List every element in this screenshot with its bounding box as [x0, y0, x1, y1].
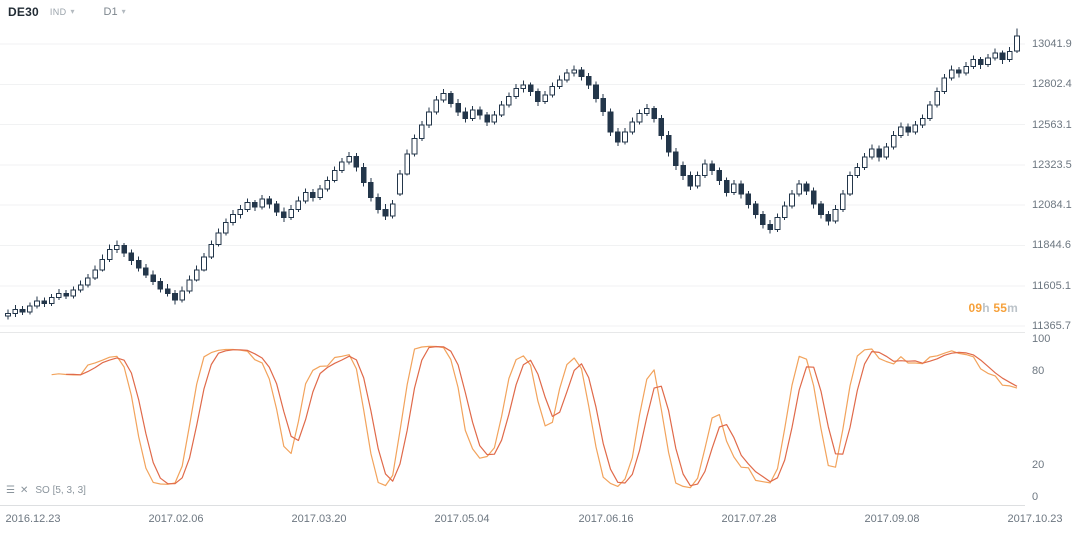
countdown-minutes-unit: m — [1007, 301, 1018, 315]
candlestick-series — [5, 28, 1020, 320]
price-gridlines — [0, 43, 1025, 327]
countdown-minutes: 55 — [993, 301, 1008, 315]
countdown-hours: 09 — [968, 301, 983, 315]
date-axis-label: 2017.06.16 — [578, 513, 634, 525]
date-axis-label: 2017.07.28 — [721, 513, 777, 525]
price-axis-label: 11605.1 — [1032, 280, 1071, 292]
date-axis-label: 2017.09.08 — [864, 513, 920, 525]
price-axis-label: 12323.5 — [1032, 159, 1072, 171]
indicator-axis-label: 100 — [1032, 333, 1051, 345]
indicator-axis-label: 0 — [1032, 491, 1039, 503]
price-chart-canvas[interactable] — [0, 0, 1025, 332]
price-axis-label: 13041.9 — [1032, 38, 1072, 50]
panel-divider — [0, 332, 1088, 333]
indicator-label: SO [5, 3, 3] — [35, 485, 86, 496]
candle-countdown: 09h 55m — [969, 301, 1018, 315]
price-axis[interactable]: 13041.9 12802.4 12563.1 12323.5 12084.1 11844… — [1025, 0, 1088, 537]
date-axis-label: 2017.02.06 — [148, 513, 204, 525]
date-axis-label: 2017.05.04 — [434, 513, 490, 525]
axis-divider — [0, 505, 1088, 506]
price-axis-label: 12563.1 — [1032, 119, 1072, 131]
date-axis-label: 2017.03.20 — [291, 513, 347, 525]
price-axis-label: 12084.1 — [1032, 199, 1072, 211]
indicator-toolbar: ☰ ✕ SO [5, 3, 3] — [6, 485, 86, 496]
price-axis-label: 11844.6 — [1032, 239, 1071, 251]
stochastic-lines — [51, 345, 1018, 489]
date-axis-label: 2017.10.23 — [1007, 513, 1063, 525]
price-chart-panel[interactable] — [0, 0, 1025, 332]
symbol-bar: DE30 IND ▾ D1 ▾ — [8, 5, 126, 19]
indicator-menu-icon[interactable]: ☰ — [6, 484, 15, 496]
price-axis-label: 12802.4 — [1032, 78, 1072, 90]
indicator-panel[interactable]: ☰ ✕ SO [5, 3, 3] — [0, 333, 1025, 505]
instrument-type-dropdown[interactable]: IND ▾ — [50, 7, 75, 17]
indicator-axis-label: 80 — [1032, 365, 1045, 377]
price-axis-label: 11365.7 — [1032, 320, 1071, 332]
indicator-chart-canvas[interactable] — [0, 333, 1025, 505]
symbol-label[interactable]: DE30 — [8, 5, 39, 19]
timeframe-dropdown[interactable]: D1 ▾ — [104, 6, 126, 18]
timeframe-caret-icon: ▾ — [121, 7, 126, 16]
indicator-close-icon[interactable]: ✕ — [19, 484, 29, 496]
instrument-type-caret-icon: ▾ — [70, 7, 75, 16]
countdown-hours-unit: h — [982, 301, 990, 315]
instrument-type-label: IND — [49, 7, 67, 17]
date-axis-label: 2016.12.23 — [5, 513, 61, 525]
indicator-axis-label: 20 — [1032, 459, 1045, 471]
date-axis[interactable]: 2016.12.23 2017.02.06 2017.03.20 2017.05.04… — [0, 506, 1088, 537]
timeframe-label: D1 — [103, 6, 118, 18]
